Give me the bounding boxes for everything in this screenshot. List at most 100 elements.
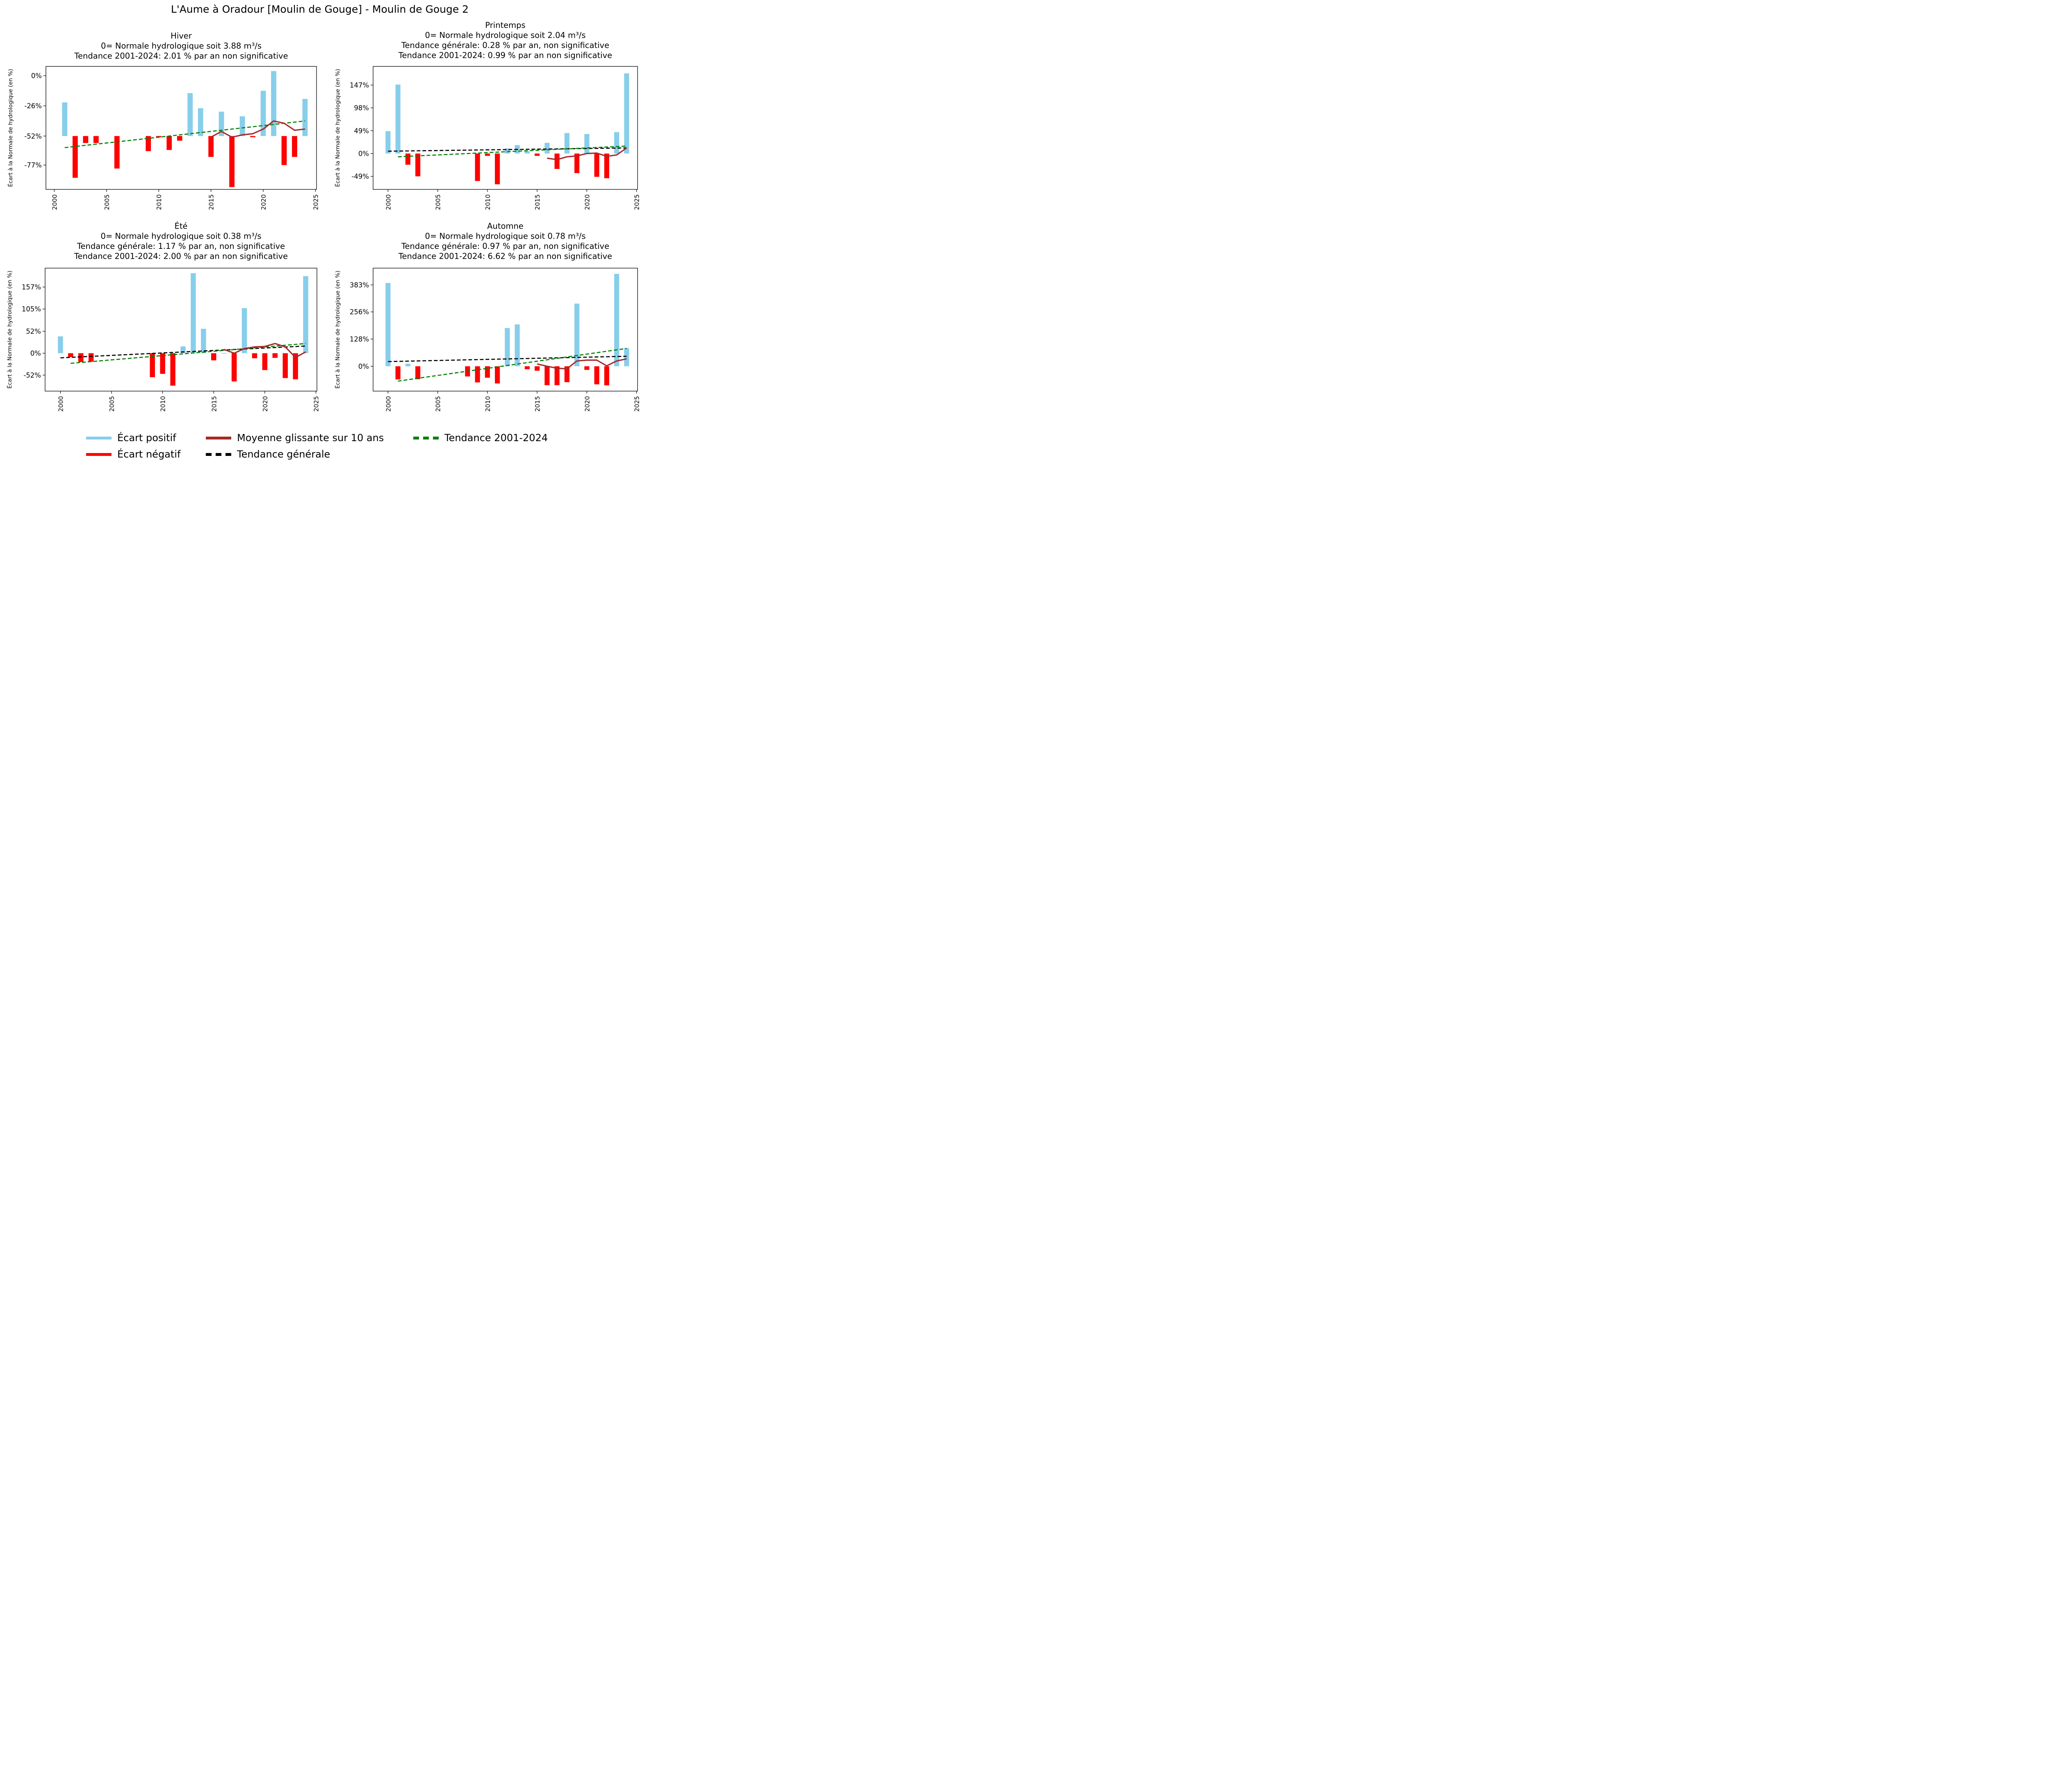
x-tick-label: 2005 bbox=[103, 194, 111, 210]
bar-negative bbox=[262, 353, 268, 370]
bar-negative bbox=[485, 366, 490, 378]
bar-negative bbox=[485, 153, 490, 156]
bar-negative bbox=[405, 153, 410, 165]
subplot-title: Printemps bbox=[485, 20, 525, 30]
subplot-subtitle: 0= Normale hydrologique soit 0.38 m³/s bbox=[100, 232, 261, 241]
bar-positive bbox=[624, 73, 629, 154]
y-tick-label: 49% bbox=[354, 127, 369, 135]
bar-positive bbox=[239, 116, 245, 136]
plot-frame bbox=[46, 66, 317, 190]
bar-positive bbox=[187, 93, 193, 136]
bar-negative bbox=[250, 136, 255, 137]
legend-item-moving-avg: Moyenne glissante sur 10 ans bbox=[206, 430, 384, 445]
bar-negative bbox=[604, 366, 609, 386]
x-tick-label: 2000 bbox=[385, 396, 392, 412]
subplot-subtitle: 0= Normale hydrologique soit 0.78 m³/s bbox=[425, 232, 585, 241]
bar-positive bbox=[395, 84, 401, 154]
y-tick-label: 157% bbox=[22, 283, 41, 291]
x-tick-label: 2025 bbox=[633, 396, 640, 412]
y-axis-label: Écart à la Normale de hydrologique (en %… bbox=[334, 271, 341, 389]
x-tick-label: 2010 bbox=[484, 194, 492, 210]
x-tick-label: 2010 bbox=[484, 396, 492, 412]
bar-negative bbox=[544, 366, 550, 385]
figure-title: L'Aume à Oradour [Moulin de Gouge] - Mou… bbox=[171, 3, 469, 15]
moving-average-line bbox=[547, 147, 627, 160]
bar-positive bbox=[201, 328, 206, 353]
bar-negative bbox=[535, 153, 540, 156]
bar-positive bbox=[614, 273, 620, 367]
subplot-subtitle: Tendance 2001-2024: 6.62 % par an non si… bbox=[398, 252, 612, 261]
moving-average-line bbox=[537, 358, 627, 370]
bar-positive bbox=[505, 328, 510, 367]
trend-general-line bbox=[60, 345, 306, 359]
plot-frame bbox=[373, 66, 638, 190]
y-tick-label: 0% bbox=[31, 72, 42, 80]
bar-negative bbox=[231, 353, 237, 382]
x-tick-label: 2020 bbox=[583, 194, 591, 210]
bar-negative bbox=[114, 136, 120, 169]
y-tick-label: 98% bbox=[354, 104, 369, 112]
bar-positive bbox=[62, 102, 68, 136]
x-tick-label: 2020 bbox=[260, 194, 267, 210]
bar-negative bbox=[564, 366, 569, 383]
moving-average-line bbox=[223, 343, 306, 358]
y-tick-label: 128% bbox=[350, 335, 369, 343]
bar-positive bbox=[564, 133, 569, 154]
bar-negative bbox=[160, 353, 165, 374]
x-tick-label: 2015 bbox=[210, 396, 218, 412]
bar-positive bbox=[303, 276, 308, 353]
bar-negative bbox=[229, 136, 235, 187]
bar-negative bbox=[554, 366, 560, 385]
bar-positive bbox=[614, 132, 620, 154]
bar-positive bbox=[584, 134, 590, 154]
bar-negative bbox=[88, 353, 94, 362]
legend-swatch-negative bbox=[86, 453, 112, 456]
x-tick-label: 2015 bbox=[534, 194, 541, 210]
legend: Écart positif Écart négatif Moyenne glis… bbox=[86, 430, 578, 467]
x-tick-label: 2005 bbox=[435, 396, 442, 412]
legend-swatch-moving-avg bbox=[206, 436, 231, 439]
x-tick-label: 2000 bbox=[51, 194, 58, 210]
bar-positive bbox=[271, 71, 276, 136]
bar-negative bbox=[211, 353, 216, 360]
subplot-subtitle: 0= Normale hydrologique soit 2.04 m³/s bbox=[425, 31, 585, 40]
moving-average-line bbox=[210, 120, 305, 138]
bar-negative bbox=[535, 366, 540, 371]
plot-frame bbox=[45, 268, 317, 392]
x-tick-label: 2000 bbox=[385, 194, 392, 210]
bar-negative bbox=[415, 366, 421, 379]
bar-negative bbox=[524, 366, 530, 369]
bar-positive bbox=[405, 364, 410, 367]
y-tick-label: 52% bbox=[26, 328, 41, 335]
subplot-subtitle: Tendance générale: 0.28 % par an, non si… bbox=[401, 41, 609, 50]
y-tick-label: 0% bbox=[358, 150, 369, 158]
y-tick-label: -49% bbox=[351, 173, 369, 180]
legend-item-positive: Écart positif bbox=[86, 430, 176, 445]
trend-period-line bbox=[398, 348, 627, 382]
bar-positive bbox=[221, 353, 227, 354]
bar-negative bbox=[475, 366, 480, 383]
bar-negative bbox=[415, 153, 421, 177]
bar-negative bbox=[395, 366, 401, 380]
legend-swatch-trend-general bbox=[206, 453, 231, 456]
subplot-subtitle: Tendance 2001-2024: 2.01 % par an non si… bbox=[74, 51, 288, 61]
x-tick-label: 2010 bbox=[155, 194, 163, 210]
bar-negative bbox=[252, 353, 257, 358]
x-tick-label: 2025 bbox=[633, 194, 640, 210]
bar-negative bbox=[554, 153, 560, 169]
y-axis-label: Écart à la Normale de hydrologique (en %… bbox=[334, 69, 341, 187]
bar-positive bbox=[191, 273, 196, 353]
bar-positive bbox=[385, 283, 391, 367]
y-tick-label: 147% bbox=[350, 81, 369, 89]
bar-negative bbox=[146, 136, 151, 151]
x-tick-label: 2005 bbox=[435, 194, 442, 210]
x-tick-label: 2000 bbox=[57, 396, 64, 412]
y-tick-label: 105% bbox=[22, 305, 41, 313]
bar-positive bbox=[515, 324, 520, 367]
legend-item-trend-general: Tendance générale bbox=[206, 447, 330, 462]
subplot-title: Hiver bbox=[171, 31, 192, 41]
legend-label: Écart négatif bbox=[117, 449, 181, 460]
x-tick-label: 2025 bbox=[312, 194, 319, 210]
bar-negative bbox=[475, 153, 480, 181]
